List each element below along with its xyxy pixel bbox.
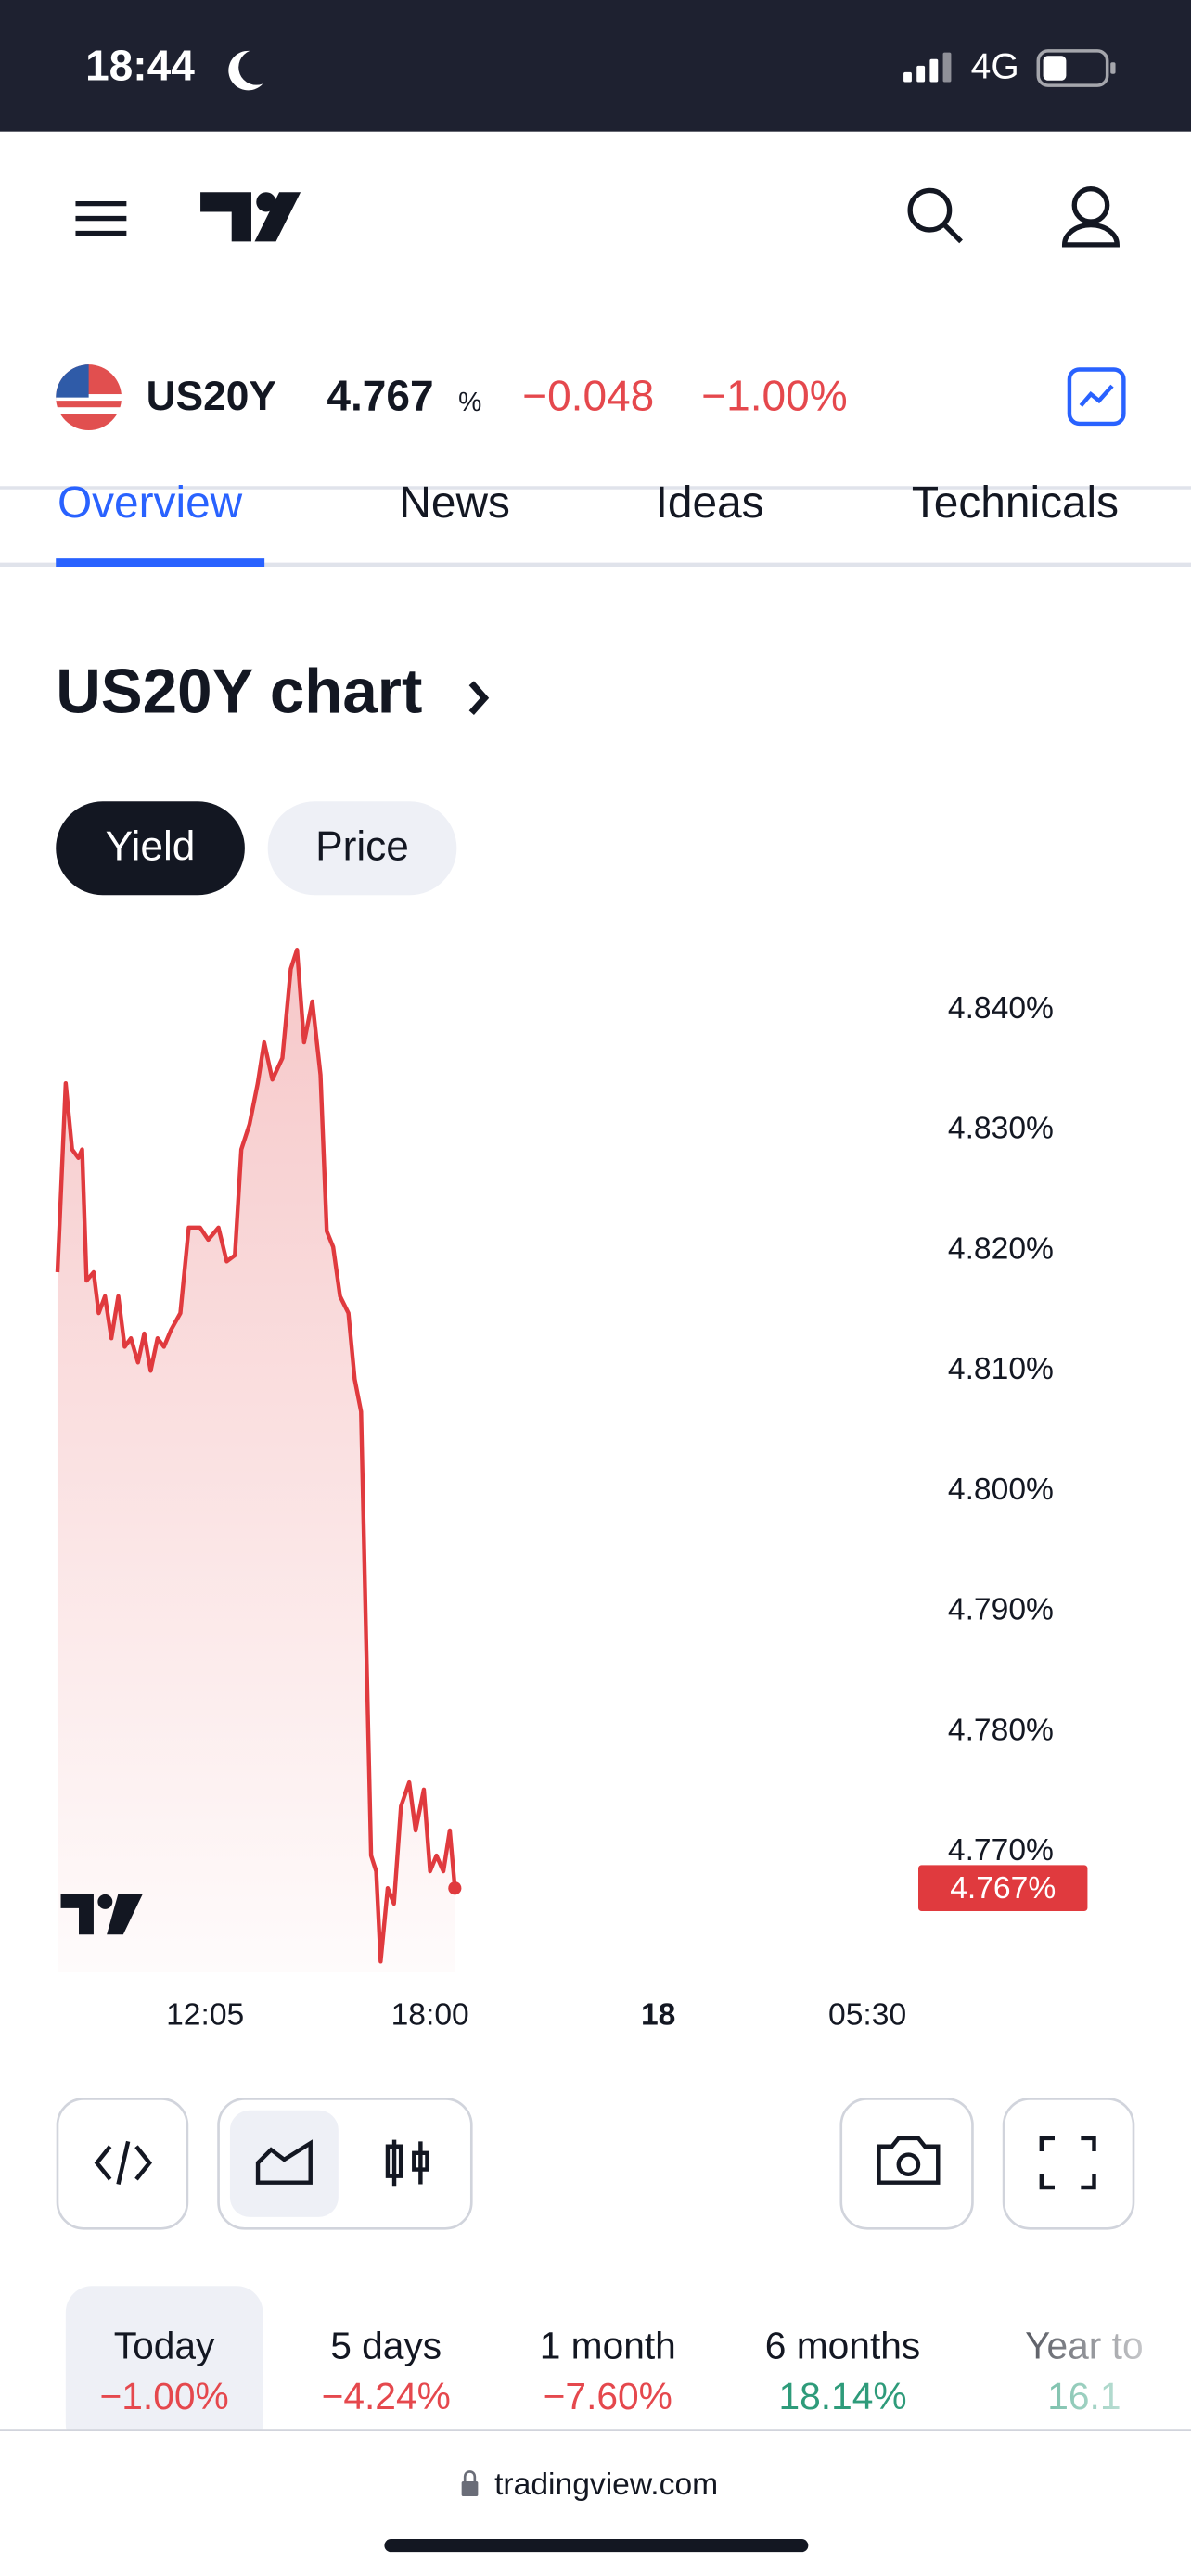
area-style-button[interactable]: [229, 2110, 339, 2217]
change-percent: −1.00%: [701, 372, 847, 420]
snapshot-button[interactable]: [839, 2098, 974, 2230]
tab[interactable]: Ideas: [656, 478, 764, 528]
fade: [953, 2299, 1191, 2431]
signal-icon: [903, 52, 952, 83]
chart-button[interactable]: [1067, 367, 1126, 427]
y-tick-label: 4.830%: [948, 1112, 1054, 1146]
browser-bar: [0, 2430, 1191, 2575]
battery-icon: [1036, 49, 1116, 87]
status-time: 18:44: [85, 42, 195, 90]
chevron-icon: [468, 681, 490, 715]
toggle[interactable]: [267, 801, 457, 896]
tab[interactable]: News: [399, 478, 510, 528]
toggle-label[interactable]: Price: [315, 823, 409, 869]
x-tick-label: 18:00: [391, 1998, 469, 2033]
y-tick-label: 4.840%: [948, 991, 1054, 1026]
price: 4.767: [327, 372, 433, 420]
period-change[interactable]: 18.14%: [778, 2375, 906, 2417]
flag-icon: [56, 364, 122, 431]
home-indicator: [384, 2539, 809, 2553]
last-value-label: 4.767%: [950, 1871, 1056, 1906]
embed-button[interactable]: [56, 2098, 189, 2230]
line: [55, 947, 457, 1964]
lock-icon: [461, 2470, 479, 2496]
period-change[interactable]: −1.00%: [99, 2375, 228, 2417]
x-tick-label: 12:05: [166, 1998, 244, 2033]
x-tick-label: 18: [641, 1998, 675, 2033]
tab[interactable]: Technicals: [912, 478, 1119, 528]
change: −0.048: [522, 372, 654, 420]
y-tick-label: 4.770%: [948, 1833, 1054, 1868]
toggle-label[interactable]: Yield: [106, 823, 196, 869]
toggle-active[interactable]: [56, 801, 245, 896]
icons: [94, 2136, 1096, 2190]
symbol: US20Y: [147, 374, 276, 419]
search-button[interactable]: [907, 187, 963, 244]
chart-title[interactable]: US20Y chart: [56, 657, 422, 727]
chart-style-group: [217, 2098, 473, 2230]
y-tick-label: 4.810%: [948, 1352, 1054, 1386]
tab[interactable]: Overview: [58, 478, 243, 528]
price-unit: %: [458, 388, 481, 417]
period-change[interactable]: −7.60%: [544, 2375, 672, 2417]
chart: 4.840% 4.830% 4.820% 4.810% 4.800% 4.790% 4.78…: [55, 947, 1088, 2033]
moon-icon: [228, 50, 263, 91]
logo[interactable]: [200, 192, 301, 242]
menu-button[interactable]: [75, 200, 127, 236]
last-value-tag: [918, 1865, 1088, 1911]
tab-indicator: [56, 558, 265, 567]
area: [57, 950, 455, 1973]
period-label[interactable]: 6 months: [765, 2324, 921, 2366]
status-bar: [0, 0, 1191, 132]
account-button[interactable]: [1061, 186, 1120, 248]
network-label: 4G: [971, 47, 1019, 87]
y-tick-label: 4.790%: [948, 1593, 1054, 1627]
period-active-bg: [65, 2286, 263, 2451]
chart-watermark: [60, 1893, 144, 1935]
fullscreen-button[interactable]: [1002, 2098, 1135, 2230]
period-label[interactable]: 1 month: [540, 2324, 676, 2366]
x-tick-label: 05:30: [828, 1998, 906, 2033]
y-tick-label: 4.820%: [948, 1231, 1054, 1266]
last-point: [448, 1881, 462, 1895]
period-label[interactable]: 5 days: [330, 2324, 442, 2366]
period-change[interactable]: −4.24%: [322, 2375, 451, 2417]
y-tick-label: 4.780%: [948, 1713, 1054, 1747]
url[interactable]: tradingview.com: [494, 2468, 718, 2502]
period-label[interactable]: Today: [114, 2324, 215, 2366]
y-tick-label: 4.800%: [948, 1473, 1054, 1507]
